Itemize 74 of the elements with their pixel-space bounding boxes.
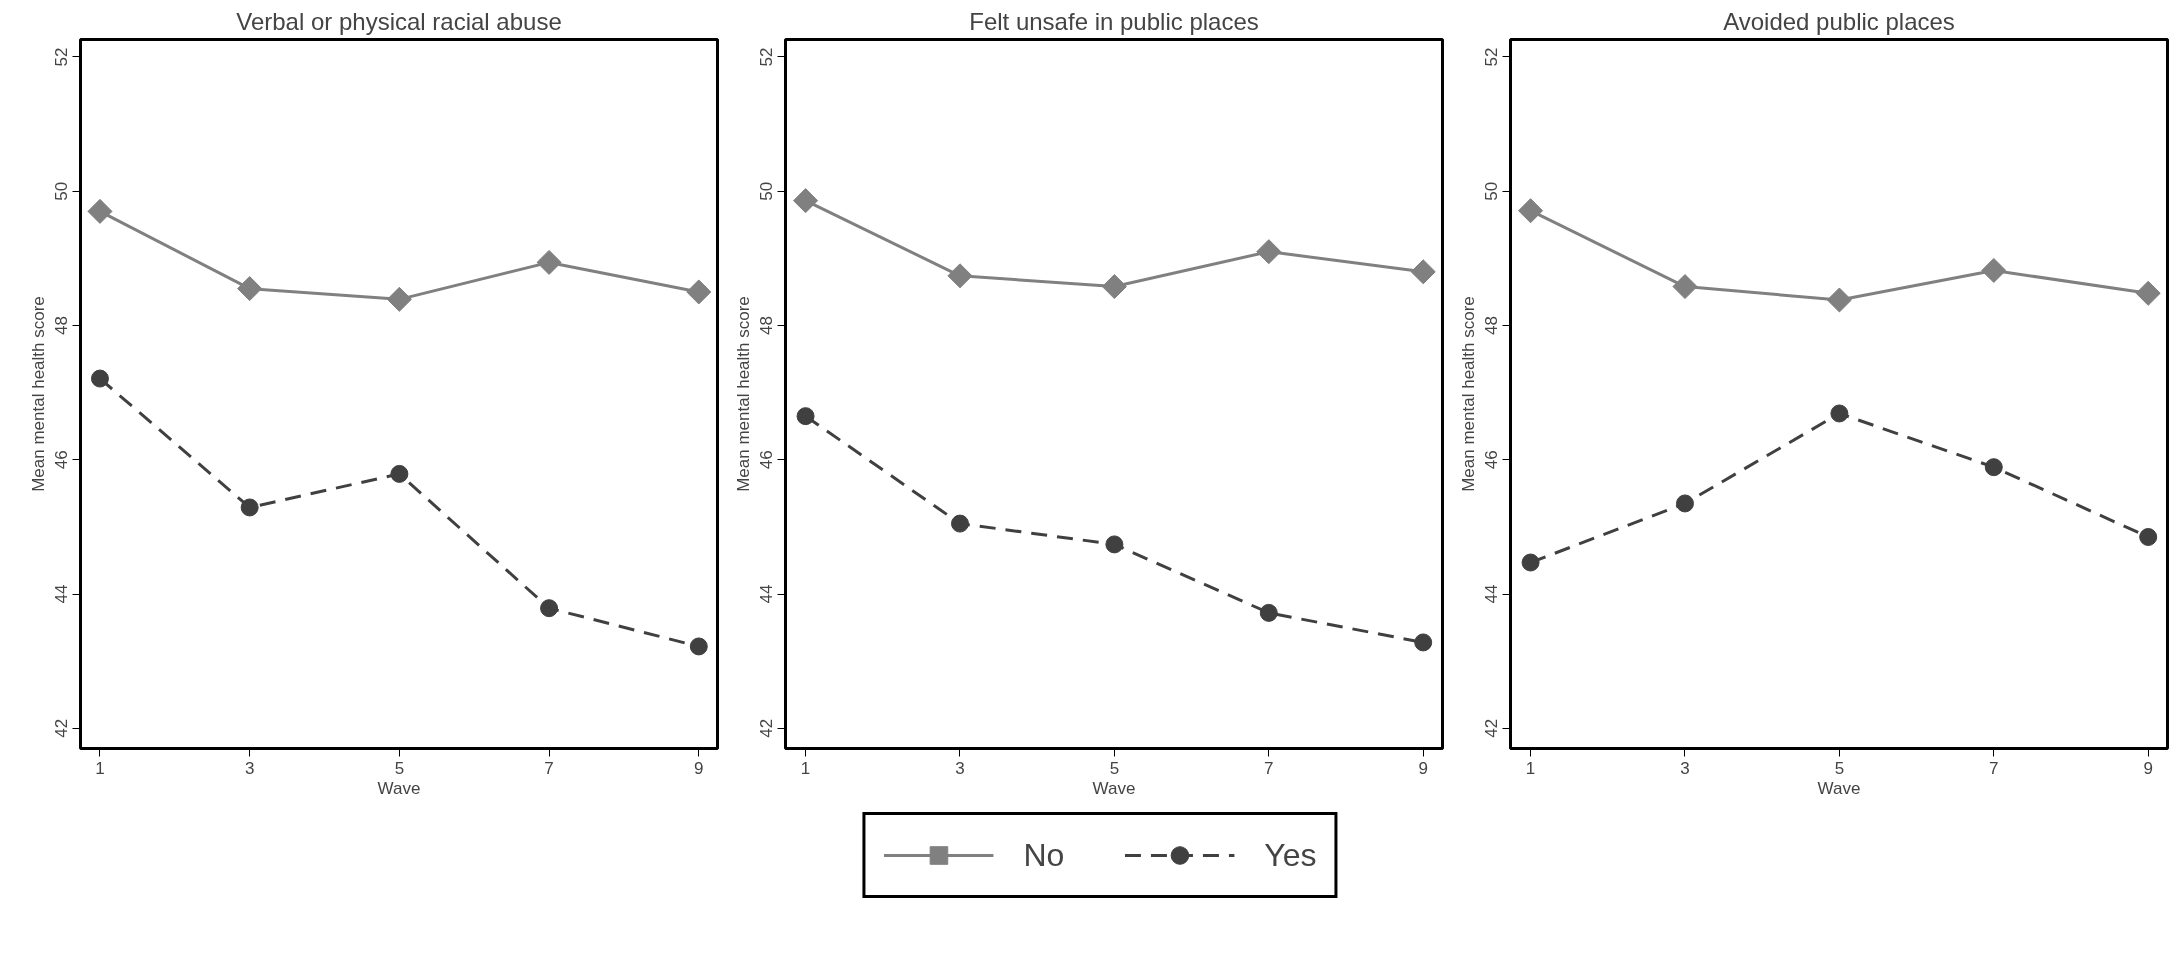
point	[1672, 274, 1698, 300]
y-tick-label: 52	[757, 47, 777, 67]
x-tick-label: 9	[694, 758, 704, 778]
x-axis-title: Wave	[1817, 778, 1861, 798]
point	[1830, 404, 1849, 423]
x-tick-label: 1	[1525, 758, 1536, 778]
point	[1414, 633, 1433, 652]
point	[386, 286, 412, 312]
point	[536, 249, 562, 275]
chart-title: Verbal or physical racial abuse	[236, 7, 562, 35]
legend-label: No	[1023, 836, 1065, 874]
x-tick-label: 9	[2143, 758, 2153, 778]
y-tick-label: 48	[1482, 316, 1502, 335]
y-tick-label: 46	[1482, 450, 1502, 470]
y-tick-label: 46	[757, 450, 777, 470]
y-axis-title: Mean mental health score	[733, 296, 753, 492]
x-tick-label: 5	[1109, 758, 1120, 778]
point	[1518, 198, 1544, 224]
y-tick-label: 46	[52, 450, 72, 470]
x-tick-label: 5	[1834, 758, 1845, 778]
x-tick-label: 1	[95, 758, 105, 778]
point	[237, 276, 263, 302]
chart-title: Felt unsafe in public places	[969, 7, 1259, 35]
point	[1675, 494, 1694, 513]
point	[90, 369, 109, 388]
x-tick-label: 1	[800, 758, 811, 778]
point	[1521, 553, 1540, 572]
point	[1981, 257, 2007, 283]
point	[686, 279, 712, 305]
point	[689, 637, 708, 656]
point	[947, 263, 973, 289]
y-tick-label: 42	[52, 718, 72, 738]
x-tick-label: 7	[1989, 758, 1999, 778]
point	[793, 188, 819, 214]
chart-title: Avoided public places	[1723, 7, 1955, 35]
point	[87, 198, 113, 224]
x-tick-label: 9	[1418, 758, 1428, 778]
y-axis-title: Mean mental health score	[28, 296, 48, 492]
point	[1105, 535, 1124, 554]
point	[240, 498, 259, 517]
y-tick-label: 48	[757, 316, 777, 335]
y-tick-label: 50	[757, 181, 777, 201]
y-tick-label: 44	[52, 584, 72, 604]
point	[1259, 603, 1278, 622]
point	[540, 599, 559, 618]
x-axis-title: Wave	[377, 778, 421, 798]
point	[2135, 280, 2161, 306]
y-tick-label: 48	[52, 316, 72, 335]
y-tick-label: 50	[52, 181, 72, 201]
y-tick-label: 42	[757, 718, 777, 738]
y-axis-title: Mean mental health score	[1458, 296, 1478, 492]
point	[950, 514, 969, 533]
x-tick-label: 3	[955, 758, 965, 778]
x-tick-label: 7	[544, 758, 554, 778]
y-tick-label: 52	[1482, 47, 1502, 67]
x-tick-label: 3	[1680, 758, 1690, 778]
x-tick-label: 5	[394, 758, 405, 778]
y-tick-label: 42	[1482, 718, 1502, 738]
point	[796, 407, 815, 426]
point	[1256, 239, 1282, 265]
x-axis-title: Wave	[1092, 778, 1136, 798]
y-tick-label: 44	[1482, 584, 1502, 604]
y-tick-label: 50	[1482, 181, 1502, 201]
y-tick-label: 44	[757, 584, 777, 604]
point	[1826, 287, 1852, 313]
point	[2139, 528, 2158, 546]
x-tick-label: 3	[244, 758, 255, 778]
point	[1984, 458, 2003, 477]
point	[1101, 274, 1127, 300]
y-tick-label: 52	[52, 47, 72, 67]
legend-label: Yes	[1264, 836, 1317, 874]
point	[390, 464, 409, 483]
point	[1410, 259, 1436, 285]
x-tick-label: 7	[1264, 758, 1274, 778]
